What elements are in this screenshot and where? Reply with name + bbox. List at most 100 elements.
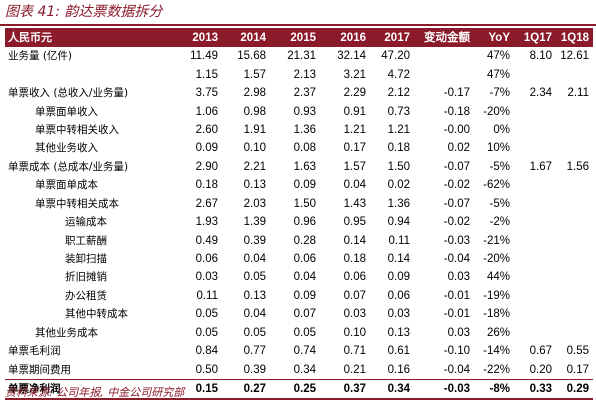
value-cell: 0.10 — [243, 142, 266, 155]
value-cell: 0.06 — [293, 253, 316, 266]
value-cell: 1.91 — [243, 123, 266, 136]
value-cell: 0.74 — [293, 345, 316, 358]
value-cell: 0.93 — [293, 105, 316, 118]
value-cell — [556, 231, 593, 249]
value-cell: -19% — [483, 289, 510, 302]
value-cell: 0.11 — [388, 234, 410, 247]
value-cell: 1.15 — [195, 68, 218, 81]
value-cell: -8% — [474, 378, 514, 401]
table-row: 单票净利润 0.15 0.27 0.25 0.37 0.34 -0.03 -8% 0.33 0.2… — [5, 378, 593, 401]
value-cell — [556, 121, 593, 139]
value-cell: 0.05 — [243, 326, 266, 339]
table-row: 单票期间费用 0.50 0.39 0.34 0.21 0.16 -0.04 -22% 0.20 0… — [5, 360, 593, 379]
value-cell: 0.09 — [293, 289, 316, 302]
value-cell: 44% — [486, 271, 510, 284]
value-cell — [556, 195, 593, 213]
value-cell: 0.05 — [243, 271, 266, 284]
table-row: 其他业务收入 0.09 0.10 0.08 0.17 0.18 0.02 10% — [5, 139, 593, 157]
value-cell — [556, 102, 593, 120]
value-cell: 0.94 — [387, 216, 410, 229]
value-cell: 0.55 — [566, 345, 589, 358]
row-label: 装卸扫描 — [65, 253, 107, 266]
value-cell — [514, 268, 556, 286]
value-cell: 0.84 — [195, 345, 218, 358]
value-cell: 2.90 — [195, 160, 218, 173]
table-row: 单票收入 (总收入/业务量) 3.75 2.98 2.37 2.29 2.12 -0.17 -… — [5, 84, 593, 102]
value-cell: -0.03 — [443, 234, 470, 247]
value-cell: -7% — [489, 87, 510, 100]
value-cell: 26% — [486, 326, 510, 339]
value-cell: 1.50 — [387, 160, 410, 173]
value-cell: 1.06 — [195, 105, 218, 118]
table-row: 单票成本 (总成本/业务量) 2.90 2.21 1.63 1.57 1.50 -0.07 -… — [5, 158, 593, 176]
value-cell: 0.39 — [243, 234, 266, 247]
value-cell: 0.17 — [343, 142, 366, 155]
value-cell: 3.21 — [343, 68, 366, 81]
value-cell: 0.05 — [293, 326, 316, 339]
value-cell: 0.14 — [343, 234, 366, 247]
value-cell: 2.67 — [195, 197, 218, 210]
value-cell: -5% — [489, 197, 510, 210]
table-row: 装卸扫描 0.06 0.04 0.06 0.18 0.14 -0.04 -20% — [5, 250, 593, 268]
value-cell: -20% — [483, 105, 510, 118]
value-cell: 0.39 — [243, 363, 266, 376]
value-cell: 0.07 — [343, 289, 366, 302]
value-cell: 0.18 — [387, 142, 410, 155]
value-cell: -0.10 — [443, 345, 470, 358]
value-cell: 0.04 — [243, 308, 266, 321]
row-label: 单票中转相关收入 — [35, 123, 119, 136]
row-label: 折旧摊销 — [65, 271, 107, 284]
value-cell: 0.27 — [222, 378, 270, 401]
value-cell: 10% — [486, 142, 510, 155]
table-row: 其他业务成本 0.05 0.05 0.05 0.10 0.13 0.03 26% — [5, 324, 593, 342]
value-cell: 0.09 — [195, 142, 218, 155]
value-cell — [556, 324, 593, 342]
row-label: 办公租赁 — [65, 289, 107, 302]
value-cell — [556, 213, 593, 231]
value-cell: 0.14 — [387, 253, 410, 266]
value-cell: 0.67 — [529, 345, 552, 358]
value-cell: 1.36 — [293, 123, 316, 136]
value-cell — [556, 176, 593, 194]
value-cell — [556, 250, 593, 268]
value-cell: 0.91 — [343, 105, 366, 118]
value-cell: 0.06 — [387, 289, 410, 302]
value-cell: 1.57 — [343, 160, 366, 173]
value-cell — [556, 139, 593, 157]
table-row: 办公租赁 0.11 0.13 0.09 0.07 0.06 -0.01 -19% — [5, 287, 593, 305]
value-cell — [514, 250, 556, 268]
value-cell — [514, 121, 556, 139]
value-cell: -0.18 — [443, 105, 470, 118]
header-cell: 2017 — [370, 28, 414, 47]
row-label: 单票面单成本 — [35, 179, 98, 192]
value-cell — [514, 305, 556, 323]
value-cell: 0.04 — [293, 271, 316, 284]
value-cell — [514, 102, 556, 120]
value-cell: -20% — [483, 253, 510, 266]
value-cell: -0.02 — [443, 216, 470, 229]
header-cell: 1Q17 — [514, 28, 556, 47]
value-cell — [514, 213, 556, 231]
value-cell: 0.13 — [243, 289, 266, 302]
value-cell: -5% — [489, 160, 510, 173]
value-cell: 0.16 — [387, 363, 410, 376]
value-cell: 0.49 — [195, 234, 218, 247]
value-cell: 0.08 — [293, 142, 316, 155]
value-cell: -18% — [483, 308, 510, 321]
row-label: 其他中转成本 — [65, 308, 128, 321]
row-label: 其他业务成本 — [35, 326, 98, 339]
header-label-cell: 人民币元 — [5, 28, 172, 47]
value-cell: 1.21 — [387, 123, 410, 136]
value-cell: 15.68 — [237, 50, 266, 63]
figure-title: 图表 41: 韵达票数据拆分 — [5, 4, 163, 20]
value-cell: 0.50 — [195, 363, 218, 376]
value-cell: -0.04 — [443, 363, 470, 376]
value-cell: 32.14 — [337, 50, 366, 63]
row-label: 单票净利润 — [5, 378, 172, 401]
value-cell — [514, 176, 556, 194]
value-cell: 0.04 — [343, 179, 366, 192]
value-cell: -0.00 — [443, 123, 470, 136]
table-row: 职工薪酬 0.49 0.39 0.28 0.14 0.11 -0.03 -21% — [5, 231, 593, 249]
value-cell: 0.03 — [447, 271, 470, 284]
value-cell: 0.13 — [243, 179, 266, 192]
